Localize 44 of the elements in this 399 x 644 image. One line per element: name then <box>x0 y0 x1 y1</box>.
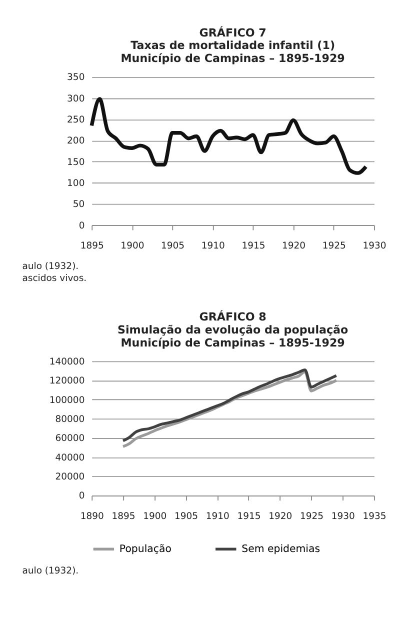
y-tick-label: 140000 <box>49 356 85 368</box>
x-tick-label: 1925 <box>300 511 324 522</box>
x-tick-label: 1935 <box>362 511 386 522</box>
line-series <box>90 97 368 175</box>
y-tick-label: 100000 <box>49 394 85 406</box>
y-tick-label: 150 <box>67 156 85 168</box>
y-tick-label: 0 <box>78 220 85 232</box>
text: ascidos vivos. <box>22 273 87 284</box>
x-tick-label: 1895 <box>80 240 104 252</box>
chart-subtitle: Taxas de mortalidade infantil (1) Município de Campinas – 1895-1929 <box>120 39 346 66</box>
y-tick-label: 200 <box>67 136 85 147</box>
y-tick-label: 350 <box>67 72 85 84</box>
x-tick-label: 1930 <box>331 511 355 522</box>
y-tick-label: 50 <box>72 199 85 210</box>
chart-subtitle: Simulação da evolução da população Município de Campinas – 1895-1929 <box>117 323 349 350</box>
legend-label: Sem epidemias <box>242 544 320 555</box>
x-tick-label: 1895 <box>112 511 136 522</box>
chart-title: GRÁFICO 7 <box>199 25 266 40</box>
y-tick-label: 120000 <box>49 376 85 387</box>
text: aulo (1932). <box>22 566 79 577</box>
y-tick-label: 20000 <box>55 472 85 483</box>
x-tick-label: 1890 <box>80 511 104 522</box>
legend-label: População <box>119 544 172 555</box>
x-tick-label: 1910 <box>201 240 226 252</box>
x-tick-label: 1900 <box>120 240 144 252</box>
y-tick-label: 100 <box>67 178 85 190</box>
x-tick-label: 1920 <box>282 240 306 252</box>
x-tick-label: 1915 <box>242 240 266 252</box>
y-tick-label: 40000 <box>55 452 85 464</box>
text: aulo (1932). <box>22 261 79 272</box>
x-tick-label: 1910 <box>206 511 230 522</box>
y-tick-label: 300 <box>67 93 85 104</box>
x-tick-label: 1930 <box>362 240 386 252</box>
x-tick-label: 1900 <box>143 511 167 522</box>
chart-title: GRÁFICO 8 <box>199 309 267 324</box>
x-tick-label: 1905 <box>174 511 198 522</box>
y-tick-label: 60000 <box>55 433 85 444</box>
y-tick-label: 250 <box>67 114 85 126</box>
x-tick-label: 1905 <box>161 240 185 252</box>
y-tick-label: 80000 <box>55 414 85 425</box>
x-tick-label: 1920 <box>268 511 292 522</box>
x-tick-label: 1925 <box>322 240 346 252</box>
x-tick-label: 1915 <box>237 511 261 522</box>
y-tick-label: 0 <box>78 490 85 502</box>
